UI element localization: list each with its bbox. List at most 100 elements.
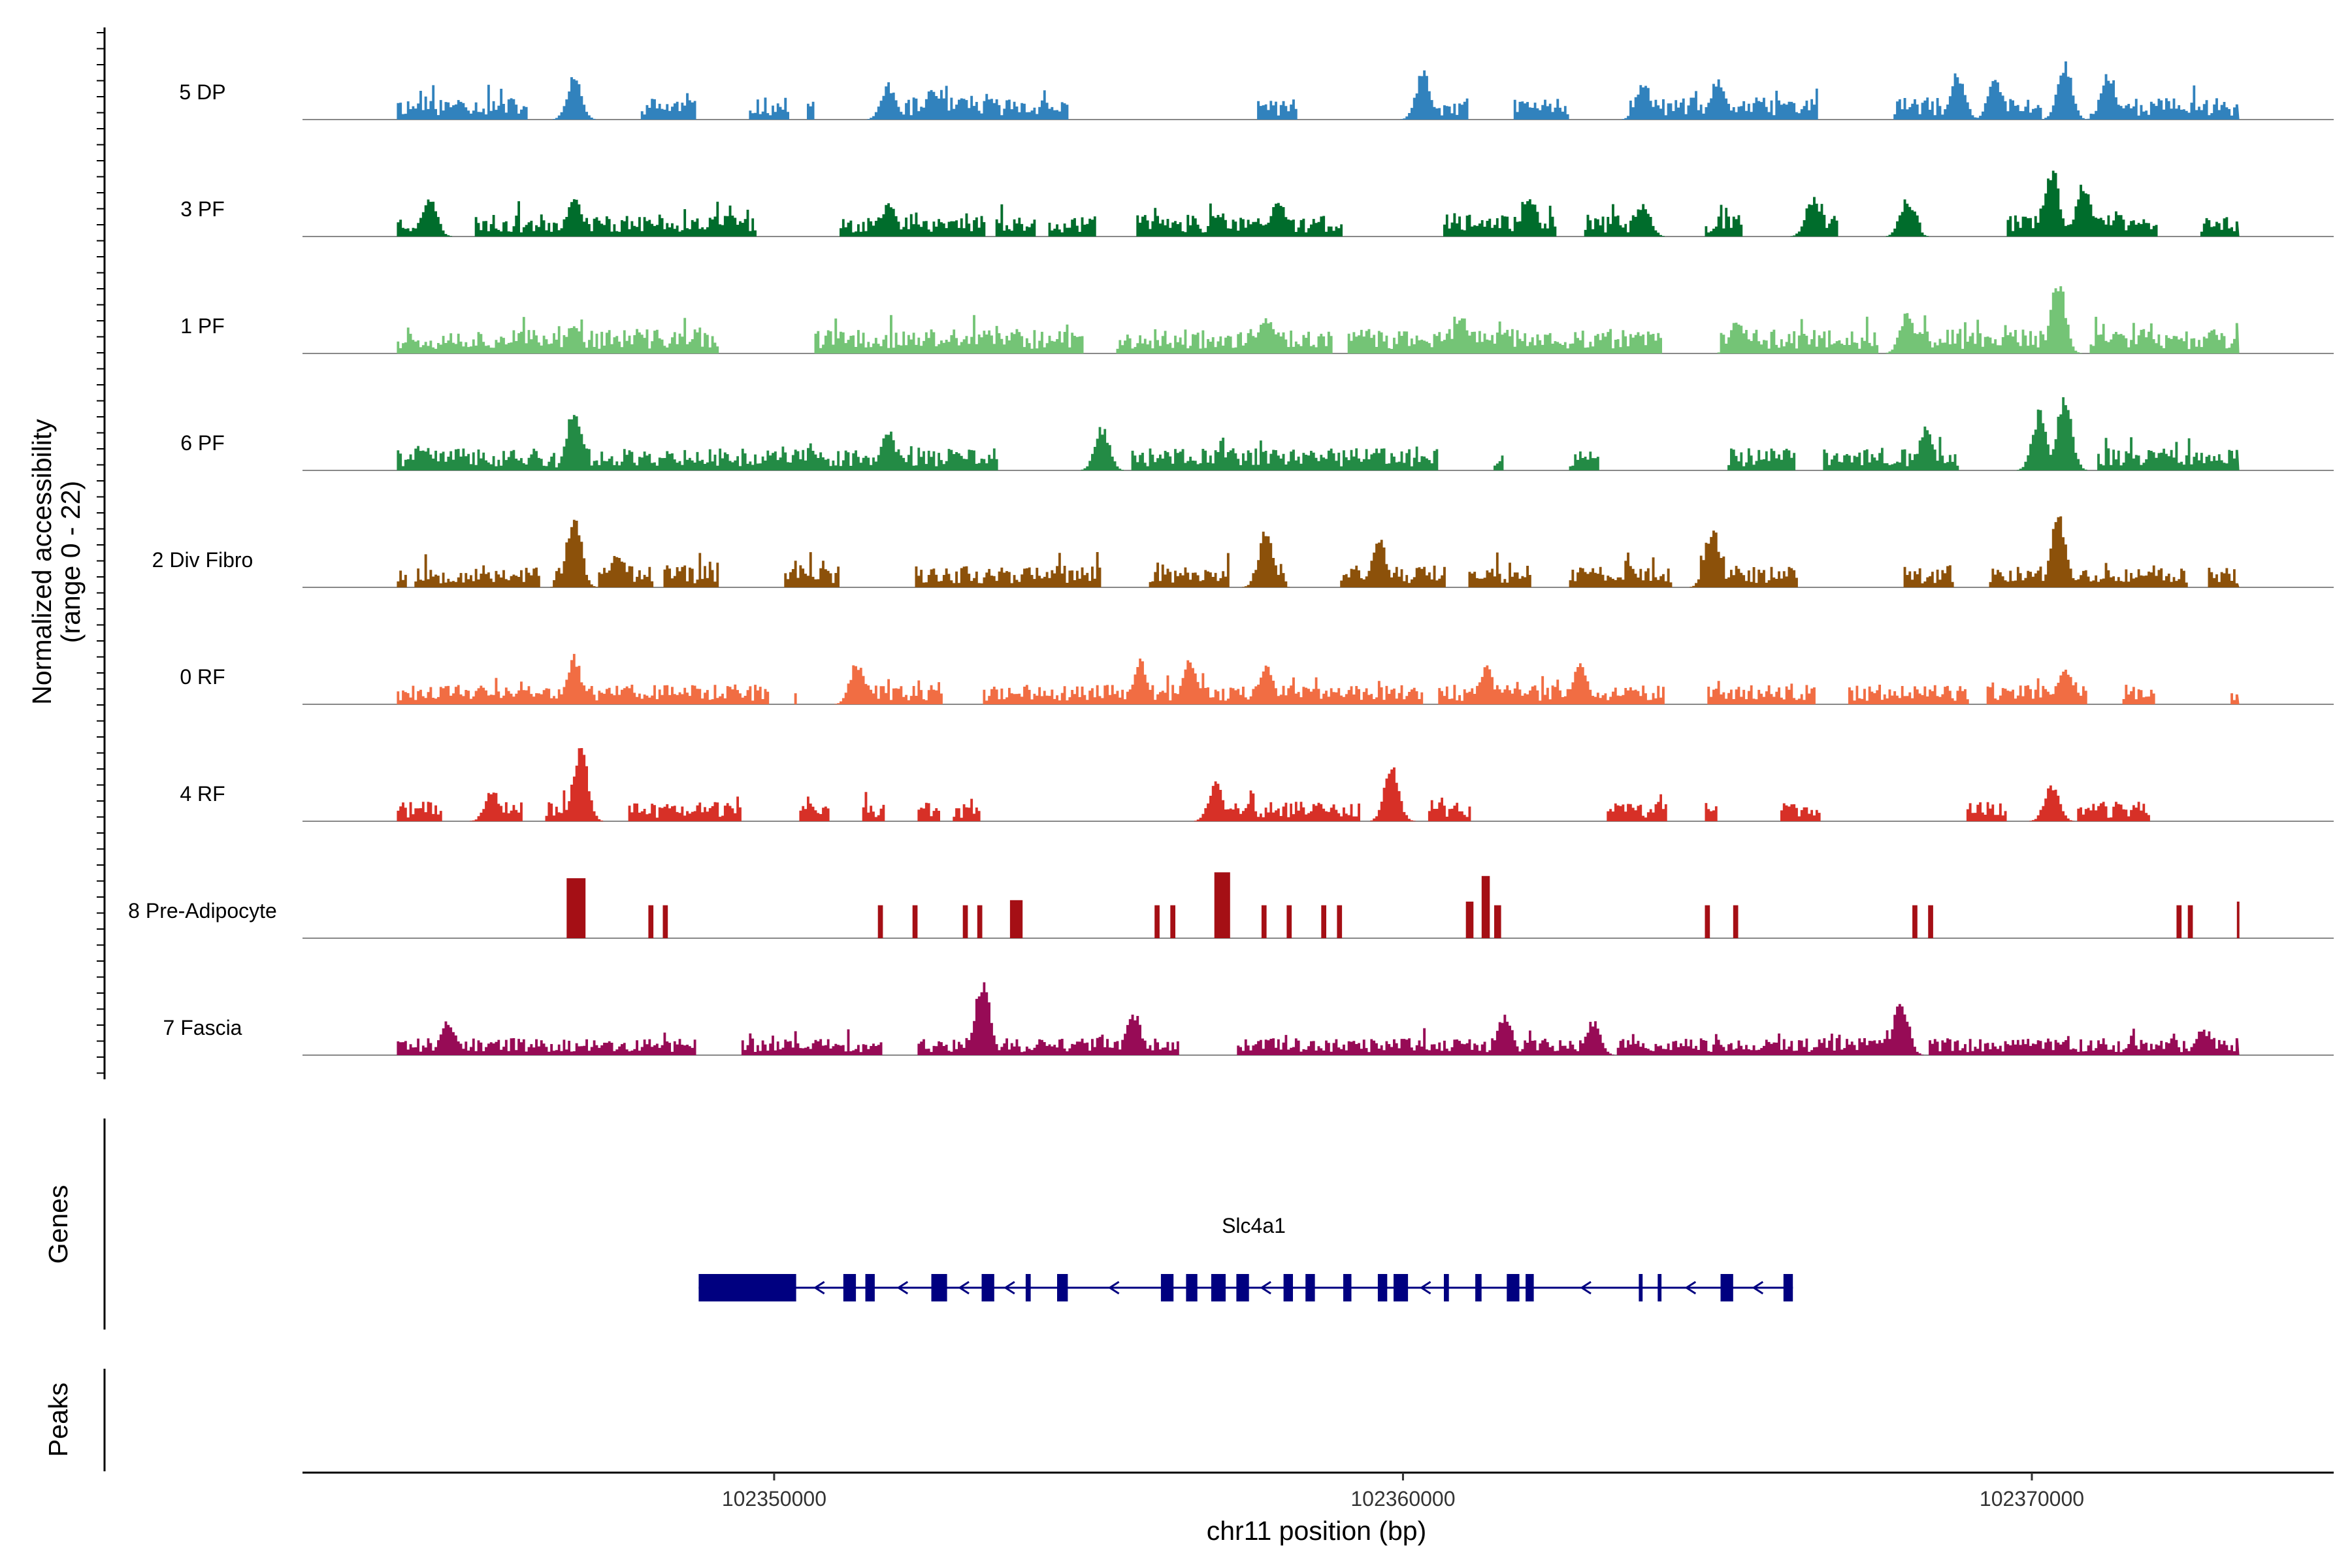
coverage-area <box>397 748 2150 821</box>
accessibility-block <box>1009 900 1023 938</box>
track-3-pf <box>302 171 2334 237</box>
track-7-fascia <box>302 982 2334 1056</box>
gene-exon <box>698 1274 796 1301</box>
accessibility-block <box>1465 902 1474 938</box>
track-label-2-div-fibro: 2 Div Fibro <box>152 548 253 572</box>
accessibility-block <box>1337 905 1343 938</box>
x-axis-title: chr11 position (bp) <box>1207 1516 1427 1546</box>
gene-name-label: Slc4a1 <box>1222 1214 1286 1237</box>
coverage-area <box>397 982 2240 1055</box>
accessibility-block <box>2236 902 2240 938</box>
x-axis-ticks: 102350000 102360000 102370000 <box>722 1473 2084 1511</box>
track-8-pre-adipocyte <box>302 872 2334 939</box>
strand-arrow-icon <box>1004 1281 1015 1295</box>
accessibility-block <box>1261 905 1267 938</box>
gene-exon <box>1658 1274 1662 1301</box>
gene-exon <box>1343 1274 1352 1301</box>
accessibility-block <box>912 905 918 938</box>
strand-arrow-icon <box>1684 1281 1697 1295</box>
accessibility-block <box>1481 875 1490 938</box>
track-label-3-pf: 3 PF <box>180 197 225 221</box>
track-5-dp <box>302 61 2334 120</box>
gene-exon <box>1160 1274 1174 1301</box>
accessibility-block <box>877 905 883 938</box>
track-label-5-dp: 5 DP <box>179 80 225 104</box>
strand-arrow-icon <box>1107 1281 1120 1295</box>
gene-exon <box>1720 1274 1733 1301</box>
gene-exon <box>1057 1274 1068 1301</box>
accessibility-block <box>1705 905 1710 938</box>
strand-arrow-icon <box>1752 1281 1764 1295</box>
accessibility-block <box>1912 905 1918 938</box>
x-tick-label: 102370000 <box>1980 1487 2084 1511</box>
coverage-area <box>397 397 2240 470</box>
gene-exon <box>1025 1274 1031 1301</box>
track-2-div-fibro <box>302 516 2334 588</box>
track-4-rf <box>302 748 2334 822</box>
accessibility-block <box>1214 872 1230 938</box>
gene-exon <box>1211 1274 1226 1301</box>
gene-model[interactable] <box>698 1274 1793 1301</box>
gene-exon <box>1394 1274 1409 1301</box>
track-1-pf <box>302 286 2334 354</box>
accessibility-block <box>962 905 968 938</box>
accessibility-block <box>1321 905 1326 938</box>
peaks-panel-label: Peaks <box>43 1382 73 1457</box>
gene-exon <box>1377 1274 1388 1301</box>
y-axis-ticks <box>97 32 105 1074</box>
gene-exon <box>1305 1274 1315 1301</box>
strand-arrow-icon <box>896 1281 909 1295</box>
strand-arrow-icon <box>813 1281 825 1295</box>
x-tick-label: 102360000 <box>1350 1487 1455 1511</box>
coverage-area <box>397 286 2240 353</box>
gene-exon <box>1236 1274 1249 1301</box>
accessibility-block <box>1170 905 1175 938</box>
strand-arrow-icon <box>1419 1281 1431 1295</box>
peaks-panel: Peaks <box>43 1369 106 1471</box>
strand-arrow-icon <box>1260 1281 1271 1295</box>
coverage-area <box>397 61 2240 120</box>
accessibility-block <box>1928 905 1933 938</box>
accessibility-block <box>648 905 654 938</box>
track-6-pf <box>302 397 2334 471</box>
genes-panel: Genes Slc4a1 <box>43 1119 1793 1330</box>
track-label-4-rf: 4 RF <box>180 782 225 806</box>
gene-exon <box>1639 1274 1643 1301</box>
coverage-area <box>397 171 2240 237</box>
gene-exon <box>1526 1274 1534 1301</box>
accessibility-block <box>566 878 586 938</box>
gene-exon <box>1507 1274 1520 1301</box>
gene-exon <box>1186 1274 1198 1301</box>
gene-exon <box>1783 1274 1793 1301</box>
accessibility-block <box>662 905 668 938</box>
accessibility-block <box>1154 905 1160 938</box>
accessibility-block <box>1286 905 1292 938</box>
track-0-rf <box>302 653 2334 705</box>
genes-panel-label: Genes <box>43 1185 73 1264</box>
gene-exon <box>1475 1274 1482 1301</box>
gene-exon <box>1444 1274 1449 1301</box>
strand-arrow-icon <box>958 1281 970 1295</box>
accessibility-block <box>2176 905 2182 938</box>
gene-exon <box>843 1274 857 1301</box>
track-label-7-fascia: 7 Fascia <box>163 1016 242 1039</box>
track-label-8-pre-adipocyte: 8 Pre-Adipocyte <box>128 899 277 923</box>
coverage-area <box>397 516 2240 587</box>
coverage-tracks <box>302 61 2334 1056</box>
track-labels: 5 DP 3 PF 1 PF 6 PF 2 Div Fibro 0 RF 4 RF 8 Pre… <box>128 80 277 1039</box>
y-axis: Normalized accessibility (range 0 - 22) <box>27 27 106 1079</box>
gene-exon <box>1283 1274 1293 1301</box>
y-axis-title: Normalized accessibility <box>27 419 57 705</box>
coverage-area <box>397 653 2240 704</box>
accessibility-block <box>1494 905 1501 938</box>
accessibility-block <box>1733 905 1739 938</box>
track-label-6-pf: 6 PF <box>180 431 225 455</box>
x-tick-label: 102350000 <box>722 1487 826 1511</box>
x-axis: 102350000 102360000 102370000 chr11 positi… <box>302 1471 2334 1546</box>
track-label-0-rf: 0 RF <box>180 665 225 689</box>
y-axis-range-label: (range 0 - 22) <box>56 481 86 643</box>
strand-arrow-icon <box>1580 1281 1592 1295</box>
accessibility-block <box>2187 905 2193 938</box>
gene-exon <box>931 1274 947 1301</box>
